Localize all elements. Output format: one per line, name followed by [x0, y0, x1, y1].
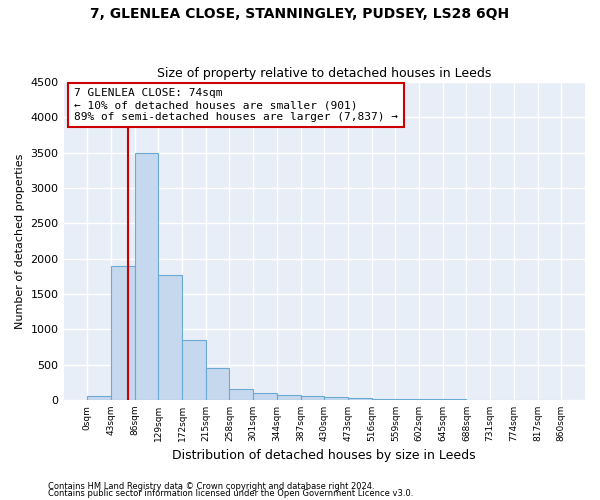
Bar: [87, 396, 111, 400]
Bar: [277, 394, 301, 400]
Bar: [158, 274, 182, 400]
Bar: [419, 399, 443, 400]
Bar: [206, 368, 229, 400]
Bar: [348, 398, 371, 400]
Bar: [324, 397, 348, 400]
Text: Contains public sector information licensed under the Open Government Licence v3: Contains public sector information licen…: [48, 489, 413, 498]
Bar: [253, 393, 277, 400]
Bar: [395, 399, 419, 400]
X-axis label: Distribution of detached houses by size in Leeds: Distribution of detached houses by size …: [172, 450, 476, 462]
Bar: [301, 396, 324, 400]
Bar: [229, 388, 253, 400]
Y-axis label: Number of detached properties: Number of detached properties: [15, 154, 25, 328]
Bar: [182, 340, 206, 400]
Bar: [371, 398, 395, 400]
Bar: [134, 152, 158, 400]
Bar: [111, 266, 134, 400]
Title: Size of property relative to detached houses in Leeds: Size of property relative to detached ho…: [157, 66, 491, 80]
Text: 7, GLENLEA CLOSE, STANNINGLEY, PUDSEY, LS28 6QH: 7, GLENLEA CLOSE, STANNINGLEY, PUDSEY, L…: [91, 8, 509, 22]
Text: 7 GLENLEA CLOSE: 74sqm
← 10% of detached houses are smaller (901)
89% of semi-de: 7 GLENLEA CLOSE: 74sqm ← 10% of detached…: [74, 88, 398, 122]
Text: Contains HM Land Registry data © Crown copyright and database right 2024.: Contains HM Land Registry data © Crown c…: [48, 482, 374, 491]
